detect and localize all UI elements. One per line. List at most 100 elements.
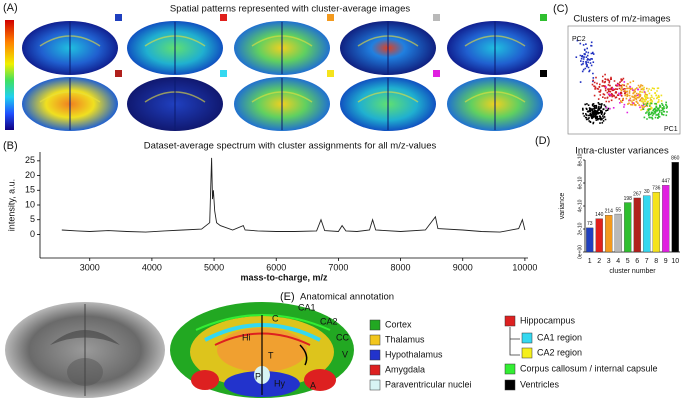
panel-label: (C) <box>553 3 568 15</box>
color-bar <box>5 20 14 130</box>
legend-label: Amygdala <box>385 364 425 374</box>
region-label: P <box>255 371 261 381</box>
atlas-labels: C CA1 CA2 Hi T CC V P Hy A <box>242 302 349 390</box>
region-label: Hy <box>274 378 285 388</box>
cluster-swatch <box>433 14 440 21</box>
cluster-swatch <box>115 14 122 21</box>
legend-label: Paraventricular nuclei <box>385 379 472 389</box>
bar-annotation: 860 <box>671 156 680 162</box>
bar-annotation: 198 <box>624 196 633 202</box>
x-tick-label: 7000 <box>328 262 348 272</box>
scatter-dots <box>642 101 668 120</box>
legend-swatch <box>369 319 381 331</box>
axis-label: PC2 <box>572 36 586 43</box>
bar <box>633 197 641 253</box>
x-tick-label: 8 <box>654 258 658 265</box>
panel-label: (B) <box>3 140 18 152</box>
legend-swatch <box>504 315 516 327</box>
x-tick-label: 3 <box>607 258 611 265</box>
x-tick-label: 10000 <box>512 262 537 272</box>
cluster-swatch <box>540 14 547 21</box>
y-axis-label: intensity, a.u. <box>6 179 16 231</box>
stained-section <box>5 302 165 398</box>
panel-label: (E) <box>280 291 295 303</box>
bar <box>605 215 613 253</box>
cluster-images <box>22 14 547 131</box>
x-tick-label: 9 <box>664 258 668 265</box>
cluster-swatch <box>115 70 122 77</box>
x-tick-label: 4000 <box>142 262 162 272</box>
bar-annotation: 140 <box>595 212 604 218</box>
bar-annotation: 73 <box>587 221 593 227</box>
y-axis-label: variance <box>559 193 566 220</box>
bar <box>652 192 660 253</box>
y-tick-label: 15 <box>25 185 35 195</box>
scatter-dots <box>582 102 610 125</box>
cluster-swatch <box>220 70 227 77</box>
bar <box>671 162 679 253</box>
bar <box>643 195 651 253</box>
region-label: CA2 <box>320 316 338 326</box>
scatter-dots <box>591 73 628 103</box>
bar <box>586 227 594 253</box>
legend-label: Thalamus <box>385 334 425 344</box>
cluster-swatch <box>220 14 227 21</box>
region-label: CC <box>336 332 349 342</box>
legend-tree <box>509 327 520 356</box>
y-tick-label: 25 <box>25 155 35 165</box>
legend-label: Ventricles <box>520 379 560 389</box>
y-tick-label: 0 <box>30 229 35 239</box>
bar-annotation: 30 <box>644 189 650 195</box>
legend-label: CA2 region <box>537 347 582 357</box>
scatter-dots <box>605 81 646 114</box>
x-tick-label: 8000 <box>391 262 411 272</box>
legend-swatch <box>369 364 381 376</box>
legend-swatch <box>504 379 516 391</box>
cluster-swatch <box>540 70 547 77</box>
bar <box>595 218 603 253</box>
x-tick-label: 9000 <box>453 262 473 272</box>
scatter-dots <box>575 39 595 83</box>
panel-title: Clusters of m/z-images <box>573 14 670 25</box>
bar-annotation: 267 <box>633 191 642 197</box>
bar-annotation: 736 <box>652 186 661 192</box>
x-tick-label: 7 <box>645 258 649 265</box>
x-tick-label: 10 <box>671 258 679 265</box>
bar-annotation: 447 <box>662 179 671 185</box>
region-label: CA1 <box>298 302 316 312</box>
y-tick-label: 20 <box>25 170 35 180</box>
legend-swatch <box>369 349 381 361</box>
atlas-legend: Cortex Thalamus Hypothalamus Amygdala Parave… <box>369 315 658 391</box>
panel-label: (A) <box>3 2 18 14</box>
x-tick-label: 5000 <box>204 262 224 272</box>
region-label: T <box>268 350 274 360</box>
x-tick-label: 5 <box>626 258 630 265</box>
x-axis-label: mass-to-charge, m/z <box>240 272 328 282</box>
x-tick-label: 6 <box>635 258 639 265</box>
panel-title: Anatomical annotation <box>300 292 394 303</box>
bar <box>662 185 670 253</box>
y-tick-label: 8e-10 <box>577 153 583 166</box>
legend-label: Hypothalamus <box>385 349 443 359</box>
bar-annotation: 214 <box>605 209 614 215</box>
y-tick-label: 0e+00 <box>577 245 583 259</box>
spectrum-line <box>61 157 526 233</box>
legend-label: CA1 region <box>537 332 582 342</box>
cluster-swatch <box>327 70 334 77</box>
region-label: V <box>342 349 348 359</box>
legend-label: Hippocampus <box>520 315 576 325</box>
x-tick-label: 3000 <box>80 262 100 272</box>
x-tick-label: 4 <box>616 258 620 265</box>
chart-title: Dataset-average spectrum with cluster as… <box>144 141 437 152</box>
x-axis-label: cluster number <box>609 268 656 275</box>
panel-title: Spatial patterns represented with cluste… <box>170 4 411 15</box>
region-label: C <box>272 313 279 323</box>
legend-swatch <box>369 379 381 391</box>
cluster-swatch <box>327 14 334 21</box>
scatter-image <box>575 39 668 125</box>
scatter-frame <box>567 25 681 135</box>
y-tick-label: 5 <box>30 214 35 224</box>
axis-label: PC1 <box>664 126 678 133</box>
